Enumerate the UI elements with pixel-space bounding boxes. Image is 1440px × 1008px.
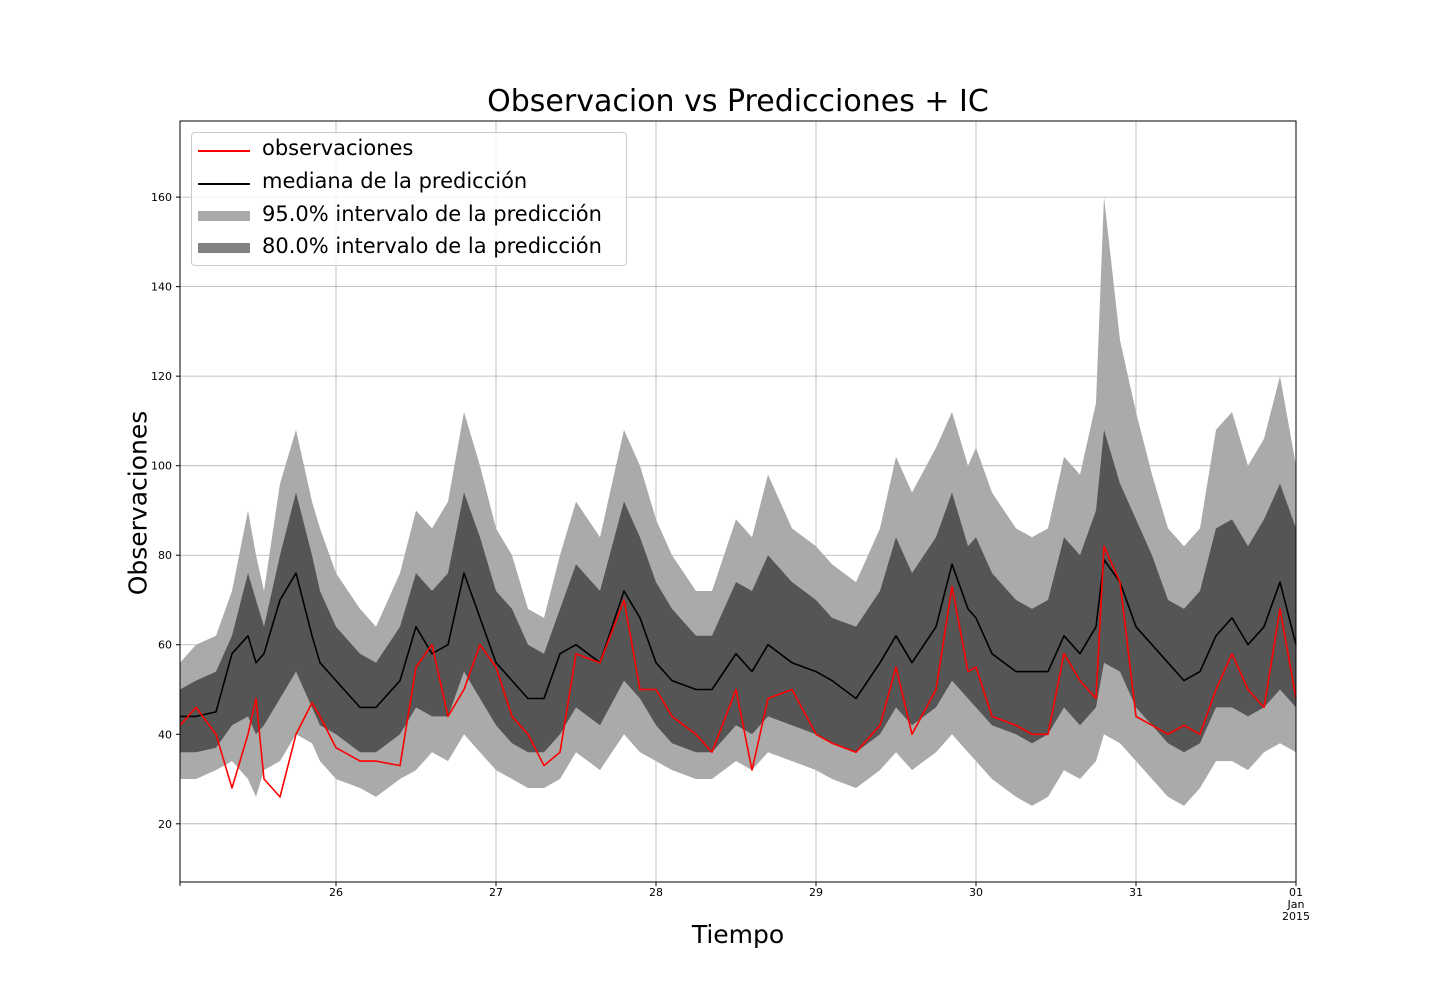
axes-frame — [179, 120, 1297, 883]
x-tick-label: 2015 — [1282, 910, 1310, 923]
interval-bands — [180, 197, 1296, 806]
x-tick-label: 30 — [969, 886, 983, 899]
series-lines — [179, 545, 1297, 798]
axes — [176, 120, 1297, 886]
x-tick-label: 01 — [1289, 886, 1303, 899]
legend-item-observaciones: observaciones — [192, 135, 626, 165]
y-tick-label: 120 — [151, 370, 172, 383]
chart-title: Observacion vs Predicciones + IC — [487, 84, 989, 119]
x-tick-label: 29 — [809, 886, 823, 899]
x-tick-label: 26 — [329, 886, 343, 899]
y-tick-label: 40 — [158, 728, 172, 741]
x-axis-label: Tiempo — [691, 920, 785, 949]
legend-swatch-mediana — [198, 183, 250, 185]
y-tick-label: 20 — [158, 818, 172, 831]
y-tick-label: 160 — [151, 191, 172, 204]
legend-swatch-observaciones — [198, 150, 250, 152]
y-tick-label: 80 — [158, 549, 172, 562]
legend-label: 80.0% intervalo de la predicción — [262, 234, 602, 258]
x-tick-label: 27 — [489, 886, 503, 899]
x-tick-label: Jan — [1287, 898, 1305, 911]
legend-swatch-80-interval — [198, 243, 250, 253]
legend-item-mediana: mediana de la predicción — [192, 168, 626, 198]
series-line-observaciones — [179, 545, 1297, 798]
legend-item-80-interval: 80.0% intervalo de la predicción — [192, 233, 626, 263]
tick-labels: 20 40 60 80 100 120 140 160 26 27 28 29 30 31 01Jan201… — [151, 191, 1310, 923]
legend-label: 95.0% intervalo de la predicción — [262, 202, 602, 226]
legend-label: observaciones — [262, 136, 414, 160]
y-tick-label: 140 — [151, 281, 172, 294]
x-tick-label: 28 — [649, 886, 663, 899]
legend-item-95-interval: 95.0% intervalo de la predicción — [192, 201, 626, 231]
y-tick-label: 60 — [158, 639, 172, 652]
legend: observaciones mediana de la predicción 9… — [191, 132, 627, 266]
legend-label: mediana de la predicción — [262, 169, 528, 193]
y-axis-label: Observaciones — [123, 410, 153, 596]
x-tick-label: 31 — [1129, 886, 1143, 899]
legend-swatch-95-interval — [198, 211, 250, 221]
y-tick-label: 100 — [151, 460, 172, 473]
